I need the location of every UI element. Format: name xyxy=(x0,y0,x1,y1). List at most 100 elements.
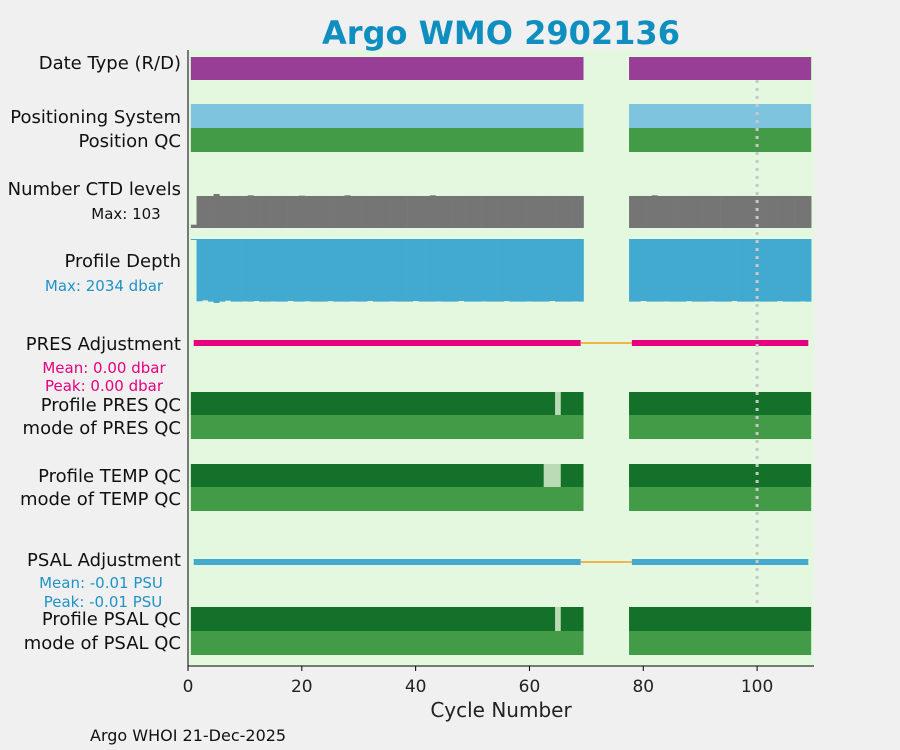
profile_depth-bar xyxy=(657,239,664,302)
ctd_levels-bar xyxy=(202,195,209,228)
ctd_levels-bar xyxy=(333,195,340,228)
profile_depth-bar xyxy=(771,239,778,302)
ctd_levels-bar xyxy=(737,195,744,228)
ctd_levels-bar xyxy=(310,195,317,228)
profile_depth-bar xyxy=(264,239,271,302)
profile_depth-bar xyxy=(429,239,436,302)
mode_psal_qc-bar-1 xyxy=(629,631,812,655)
ctd_levels-bar xyxy=(691,195,698,228)
ctd_levels-bar xyxy=(720,195,727,228)
profile_depth-bar xyxy=(549,239,556,301)
ctd_levels-bar xyxy=(458,195,465,228)
ctd_levels-bar xyxy=(475,195,482,228)
ctd_levels-bar xyxy=(367,195,374,228)
profile_depth-bar xyxy=(196,239,203,302)
profile_depth-bar xyxy=(680,239,687,302)
profile_depth-bar xyxy=(799,239,806,302)
ctd_levels-bar xyxy=(276,195,283,228)
ctd_levels-bar xyxy=(407,195,414,228)
ctd_levels-bar xyxy=(424,195,431,228)
ctd_levels-bar xyxy=(378,195,385,228)
profile_depth-bar xyxy=(350,239,357,302)
x-tick-label: 100 xyxy=(741,677,773,697)
profile_depth-bar xyxy=(441,239,448,302)
ctd_levels-bar xyxy=(651,195,658,228)
x-tick-label: 20 xyxy=(291,677,313,697)
profile_depth-bar xyxy=(685,239,692,302)
profile_pres_qc-bar-0 xyxy=(190,392,584,415)
profile_depth-bar xyxy=(777,239,783,302)
gap-region xyxy=(583,50,630,666)
profile_depth-bar xyxy=(367,239,374,301)
profile_depth-bar xyxy=(674,239,681,302)
profile_depth-bar xyxy=(407,239,414,302)
profile_depth-bar xyxy=(458,239,465,301)
ctd_levels-bar xyxy=(754,195,761,228)
ctd_levels-bar xyxy=(316,195,323,228)
ctd_levels-bar xyxy=(509,195,516,228)
profile_depth-bar xyxy=(390,239,397,302)
ctd_levels-bar xyxy=(259,195,266,228)
ctd_levels-bar xyxy=(264,195,271,228)
footer-text: Argo WHOI 21-Dec-2025 xyxy=(90,726,286,745)
ctd_levels-bar xyxy=(224,195,231,228)
profile_depth-bar xyxy=(532,239,539,302)
profile_depth-bar xyxy=(555,239,562,302)
ctd_levels-bar xyxy=(703,195,710,228)
ctd_levels-bar xyxy=(640,195,647,228)
ctd_levels-bar xyxy=(708,195,715,228)
ctd_levels-bar xyxy=(395,195,402,228)
profile_depth-bar xyxy=(310,239,317,302)
profile_depth-bar xyxy=(663,239,670,302)
profile_depth-bar xyxy=(190,239,197,240)
ctd_levels-bar xyxy=(634,195,641,228)
profile_depth-bar xyxy=(509,239,516,302)
ctd_levels-bar xyxy=(503,195,510,228)
profile_depth-bar xyxy=(259,239,266,302)
profile_depth-bar xyxy=(293,239,300,302)
profile_depth-bar xyxy=(424,239,431,302)
ctd_levels-bar xyxy=(799,195,806,228)
x-tick-label: 40 xyxy=(405,677,427,697)
profile_depth-bar xyxy=(634,239,641,302)
pos_qc-bar-1 xyxy=(629,128,812,152)
profile_depth-bar xyxy=(720,239,727,302)
profile_depth-bar xyxy=(782,239,789,302)
profile_depth-bar xyxy=(435,239,442,302)
profile_depth-bar xyxy=(651,239,658,302)
row-label-date_type: Date Type (R/D) xyxy=(39,53,181,74)
profile_depth-bar xyxy=(492,239,499,302)
ctd_levels-bar xyxy=(629,195,636,228)
x-axis xyxy=(187,50,814,667)
row-label-ctd_levels: Number CTD levels xyxy=(8,179,181,200)
profile_depth-bar xyxy=(572,239,579,302)
profile_depth-bar xyxy=(754,239,761,302)
profile_depth-bar xyxy=(452,239,459,302)
ctd_levels-bar xyxy=(435,195,442,228)
profile_depth-bar xyxy=(333,239,340,302)
ctd_levels-bar xyxy=(469,195,476,228)
ctd_levels-bar xyxy=(418,195,425,228)
mode_temp_qc-bar-1 xyxy=(629,487,812,511)
profile_depth-bar xyxy=(805,239,812,302)
date_type-bar-0 xyxy=(190,57,584,80)
pos_system-bar-1 xyxy=(629,104,812,128)
x-tick-label: 80 xyxy=(632,677,654,697)
ctd_levels-bar xyxy=(304,195,311,228)
pres-adj-mean: Mean: 0.00 dbar xyxy=(42,359,166,377)
ctd_levels-bar xyxy=(338,195,345,228)
profile_depth-bar xyxy=(361,239,368,302)
profile_depth-bar xyxy=(378,239,385,302)
ctd_levels-bar xyxy=(526,195,533,228)
ctd_levels-bar xyxy=(390,195,397,228)
ctd_levels-bar xyxy=(663,195,670,228)
ctd_levels-bar xyxy=(190,224,197,228)
ctd_levels-bar xyxy=(253,195,260,228)
profile_depth-bar xyxy=(526,239,533,302)
ctd_levels-bar xyxy=(464,195,470,228)
profile_depth-bar xyxy=(640,239,647,301)
ctd_levels-bar xyxy=(441,195,448,228)
ctd_levels-bar xyxy=(748,195,755,228)
profile_depth-bar xyxy=(708,239,715,302)
